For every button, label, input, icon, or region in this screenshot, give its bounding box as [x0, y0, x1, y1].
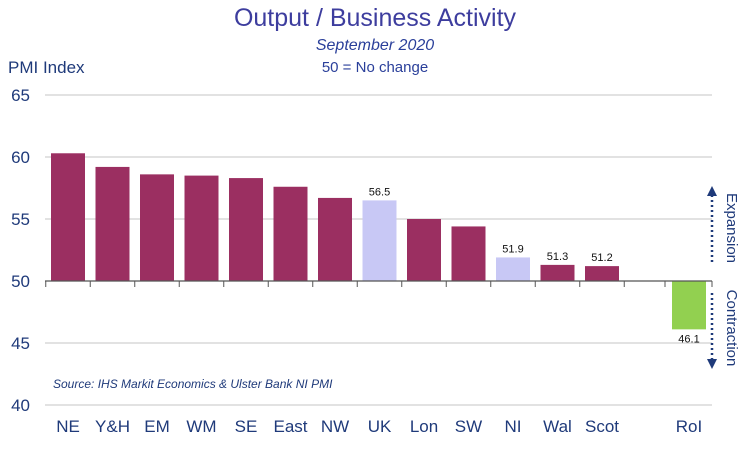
chart-title: Output / Business Activity: [233, 4, 517, 32]
bar-wal: [540, 264, 575, 281]
expansion-arrowhead: [707, 186, 717, 196]
category-label: NE: [56, 417, 80, 436]
expansion-annotation: Expansion: [707, 186, 740, 263]
contraction-label: Contraction: [723, 290, 740, 367]
baseline-axis: [45, 280, 713, 287]
data-label: 51.9: [502, 243, 523, 255]
y-tick-label: 65: [11, 86, 30, 105]
bar-scot: [585, 266, 619, 281]
category-label: Y&H: [95, 417, 130, 436]
data-label: 51.2: [591, 252, 612, 264]
category-label: NW: [321, 417, 349, 436]
bar-sw: [451, 226, 486, 281]
data-labels: 56.5 51.9 51.3 51.2 46.1: [369, 186, 700, 345]
category-label: SW: [455, 417, 482, 436]
category-label: RoI: [676, 417, 702, 436]
category-label: Wal: [543, 417, 572, 436]
bar-lon: [407, 219, 441, 281]
bar-nw: [318, 197, 352, 281]
bar-ne: [51, 153, 85, 281]
y-tick-labels: 40 45 50 55 60 65: [11, 86, 30, 415]
category-label: Scot: [585, 417, 619, 436]
y-tick-label: 45: [11, 334, 30, 353]
bar-ni: [496, 257, 530, 281]
category-labels: NE Y&H EM WM SE East NW UK Lon SW NI Wal Scot RoI: [56, 417, 702, 436]
data-label: 46.1: [678, 333, 699, 345]
y-tick-label: 60: [11, 148, 30, 167]
category-label: UK: [368, 417, 392, 436]
category-label: EM: [144, 417, 170, 436]
bar-roi: [672, 281, 706, 330]
expansion-label: Expansion: [723, 193, 740, 263]
y-tick-label: 55: [11, 210, 30, 229]
bar-wm: [184, 175, 219, 281]
category-label: Lon: [410, 417, 438, 436]
bar-east: [273, 186, 308, 281]
category-label: SE: [235, 417, 258, 436]
bar-uk: [362, 200, 397, 281]
category-label: NI: [505, 417, 522, 436]
source-note: Source: IHS Markit Economics & Ulster Ba…: [53, 377, 333, 391]
contraction-annotation: Contraction: [707, 290, 740, 369]
chart-subtitle: September 2020: [315, 37, 435, 54]
baseline-note: 50 = No change: [321, 59, 429, 76]
y-tick-label: 40: [11, 396, 30, 415]
bar-em: [140, 174, 174, 281]
category-label: WM: [186, 417, 216, 436]
bar-se: [229, 178, 263, 281]
y-tick-label: 50: [11, 272, 30, 291]
contraction-arrowhead: [707, 359, 717, 369]
category-label: East: [273, 417, 307, 436]
bars: [51, 153, 706, 330]
bar-yh: [95, 166, 130, 281]
y-axis-label: PMI Index: [8, 58, 85, 77]
data-label: 56.5: [369, 186, 390, 198]
data-label: 51.3: [547, 251, 568, 263]
